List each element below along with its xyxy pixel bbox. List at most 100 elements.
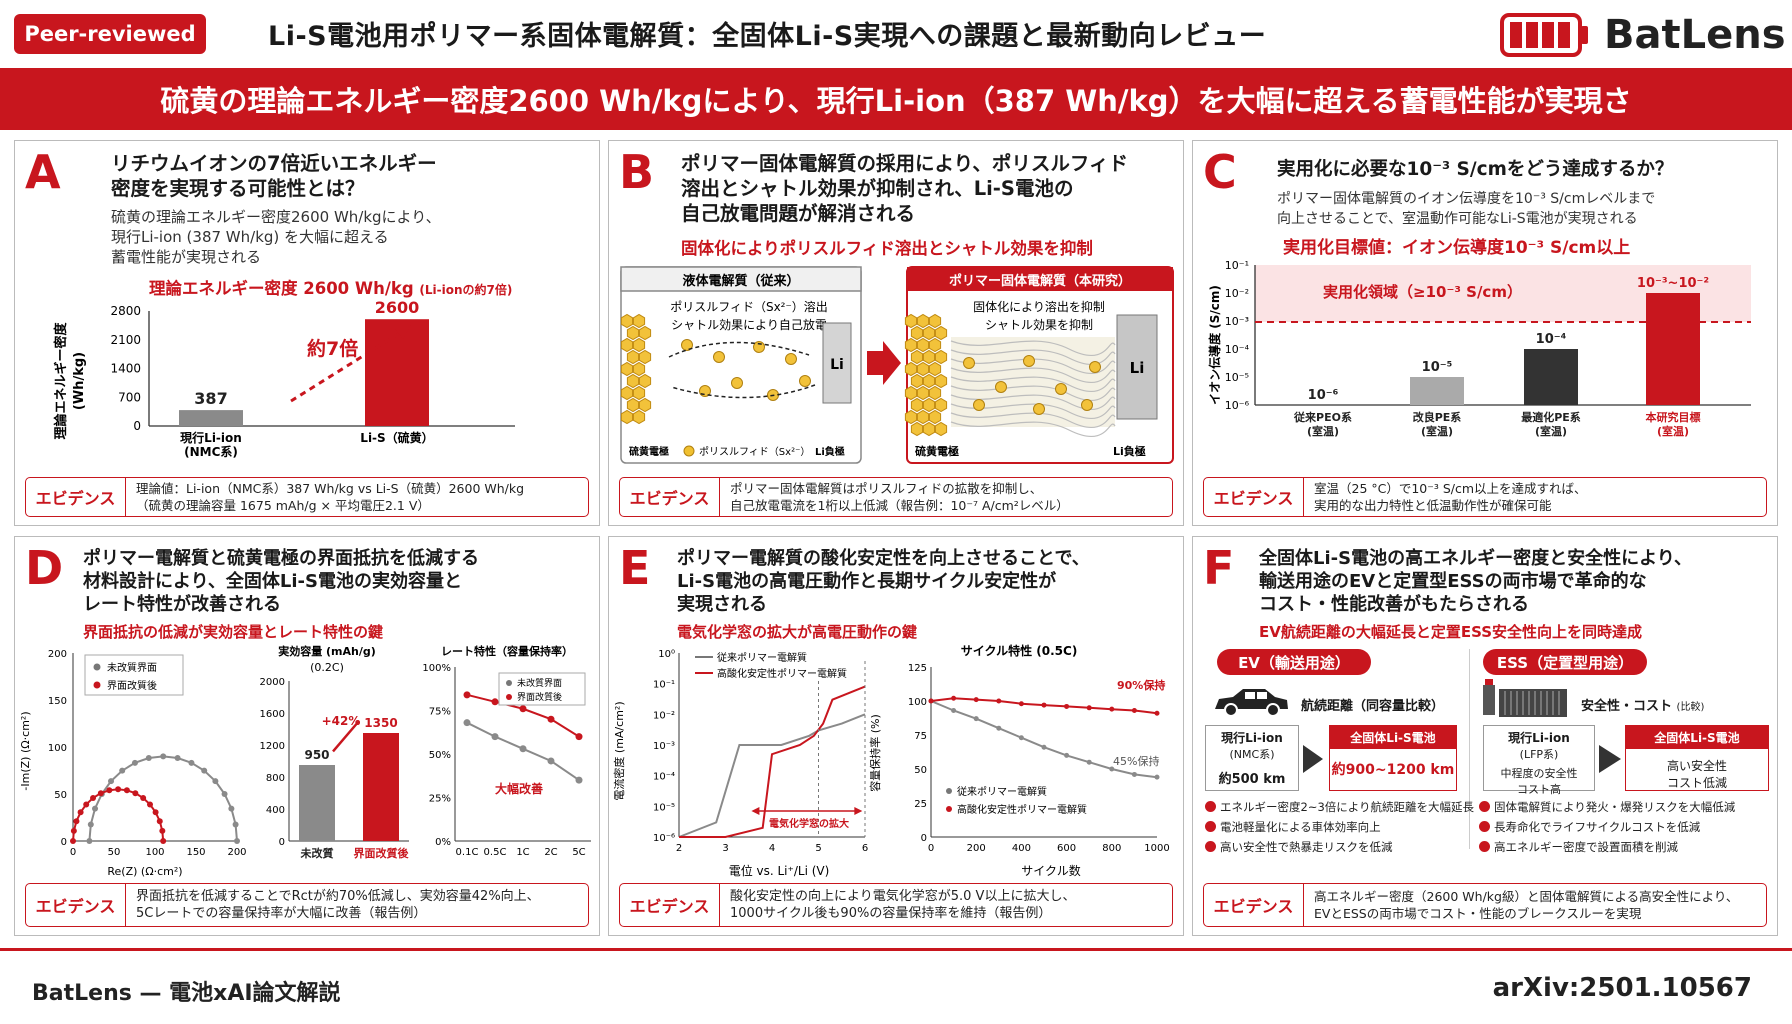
brand-name: BatLens [1604,12,1786,58]
trapped-polysulfide [1089,361,1101,373]
panel-subtitle: 固体化によりポリスルフィド溶出とシャトル効果を抑制 [681,239,1093,258]
cycle-point [1041,702,1047,708]
ev-metric: 航続距離（同容量比較） [1301,699,1445,714]
x-tick-label: 0 [928,843,934,854]
sulfur-particle [922,349,936,365]
evidence-text: 界面抵抗を低減することでRctが約70%低減し、実効容量42%向上、 5Cレートで… [126,888,550,922]
nyquist-point [234,838,240,844]
benefit-item: 高エネルギー密度で設置面積を削減 [1479,837,1735,857]
x-tick-label: 150 [186,847,205,858]
cycle-point [1064,752,1070,758]
benefit-item: エネルギー密度2~3倍により航続距離を大幅延長 [1205,797,1474,817]
cycle-point [973,716,979,722]
peer-reviewed-badge: Peer-reviewed [14,14,206,54]
polymer-matrix [950,337,1116,437]
lsv-curve [678,713,866,838]
polymer-chain [950,358,1116,374]
card-head: 現行Li-ion [1508,731,1570,745]
cycle-point [1154,710,1160,716]
panel-subtitle: 電気化学窓の拡大が高電圧動作の鍵 [677,623,918,641]
y-tick-label: 400 [266,805,285,816]
y-tick-label: 10⁻³ [653,741,675,752]
panel-subtitle: EV航続距離の大幅延長と定置ESS安全性向上を同時達成 [1259,623,1643,641]
y-tick-label: 700 [118,390,141,404]
rate-improvement-note: 大幅改善 [495,781,543,796]
card-value: 約500 km [1218,772,1286,787]
sulfur-particle [916,361,930,377]
polysulfide-legend: ポリスルフィド（Sx²⁻） [699,446,810,458]
rate-plot: 0% 25% 50% 75% 100% 0.1C 0.5C 1C 2C 5C [422,663,585,858]
y-tick-label: 10⁻⁶ [1225,399,1250,412]
ev-benefits: エネルギー密度2~3倍により航続距離を大幅延長 電池軽量化による車体効率向上 高… [1205,797,1474,857]
y-tick-label: 100 [48,743,67,754]
nyquist-plot: 0 50 100 150 200 0 50 100 150 200 [48,649,247,858]
y-axis-label: 理論エネルギー密度 [53,322,69,440]
x-tick-label: 1000 [1144,843,1169,854]
arxiv-id[interactable]: arXiv:2501.10567 [1492,973,1752,1003]
nyquist-point [131,759,138,766]
bar-value-label: 1350 [364,716,397,730]
ess-container-icon [1483,679,1567,717]
evidence-box: エビデンス 界面抵抗を低減することでRctが約70%低減し、実効容量42%向上、… [25,883,589,927]
bar-value-label: 387 [194,389,227,408]
trapped-polysulfide [1033,403,1045,415]
sulfur-particle [638,349,652,365]
evidence-box: エビデンス 高エネルギー密度（2600 Wh/kg級）と固体電解質による高安全性… [1203,883,1767,927]
rate-point [463,691,471,699]
bar-value-label: 10⁻⁴ [1536,332,1567,347]
title-line: ポリマー電解質の酸化安定性を向上させることで、 [677,548,1090,569]
panel-f: F 全固体Li-S電池の高エネルギー密度と安全性により、 輸送用途のEVと定置型… [1192,536,1778,936]
cycle-x-label: サイクル数 [1021,863,1080,878]
desc-line: 硫黄の理論エネルギー密度2600 Wh/kgにより、 [111,208,441,226]
nyquist-point [152,809,159,816]
page-title: Li-S電池用ポリマー系固体電解質：全固体Li-S実現への課題と最新動向レビュー [268,21,1267,52]
sulfur-particle [934,421,948,437]
category-label: 未改質 [300,846,334,860]
legend-label: 従来ポリマー電解質 [957,785,1047,798]
y-tick-label: 10⁻² [1225,287,1249,300]
y-tick-label: 1400 [110,362,141,376]
window-arrow-head [751,807,760,815]
y-tick-label: 0 [921,833,927,844]
sulfur-particle [928,337,942,353]
x-tick-label: 400 [1012,843,1031,854]
sulfur-particle [904,385,918,401]
rate-point [575,776,583,784]
sulfur-particle [934,373,948,389]
benefit-item: 固体電解質により発火・爆発リスクを大幅低減 [1479,797,1735,817]
evidence-line: 界面抵抗を低減することでRctが約70%低減し、実効容量42%向上、 [136,889,540,904]
evidence-line: 高エネルギー密度（2600 Wh/kg級）と固体電解質による高安全性により、 [1314,889,1739,904]
ev-tag: EV（輸送用途） [1217,649,1371,675]
category-label: Li-S（硫黄） [360,430,433,445]
arrow-head [395,325,411,339]
ess-metric-small: (比較) [1676,702,1705,713]
panel-title: ポリマー電解質と硫黄電極の界面抵抗を低減する 材料設計により、全固体Li-S電池… [83,547,479,616]
increase-arrow [332,720,360,753]
rate-point [547,715,555,723]
evidence-line: （硫黄の理論容量 1675 mAh/g × 平均電圧2.1 V） [136,498,430,513]
cycle-y-label: 容量保持率 (%) [868,714,882,792]
panel-desc: ポリマー固体電解質のイオン伝導度を10⁻³ S/cmレベルまで 向上させることで… [1277,189,1655,229]
check-icon [1205,841,1216,852]
brand-logo[interactable]: BatLens [1500,12,1786,58]
bar [365,319,429,426]
legend-label: 高酸化安定性ポリマー電解質 [717,667,847,680]
sulfur-particle [916,337,930,353]
cycle-point [973,697,979,703]
nyquist-point [97,790,104,797]
nyquist-point [70,827,77,834]
y-tick-label: 0 [279,837,285,848]
panel-letter: B [619,145,655,199]
legend-label: 従来ポリマー電解質 [717,651,807,664]
footer-credit: BatLens — 電池xAI論文解説 [32,981,341,1006]
nyquist-point [83,801,90,808]
polysulfide-particle [681,339,693,351]
title-line: コスト・性能改善がもたらされる [1259,594,1529,615]
nyquist-point [73,818,80,825]
sulfur-particle [620,313,634,329]
lsv-y-label: 電流密度 (mA/cm²) [612,701,626,800]
nyquist-point [123,787,130,794]
cycle-point [1064,703,1070,709]
panel-subtitle: 実用化目標値：イオン伝導度10⁻³ S/cm以上 [1283,238,1631,258]
cycle-point [928,698,934,704]
